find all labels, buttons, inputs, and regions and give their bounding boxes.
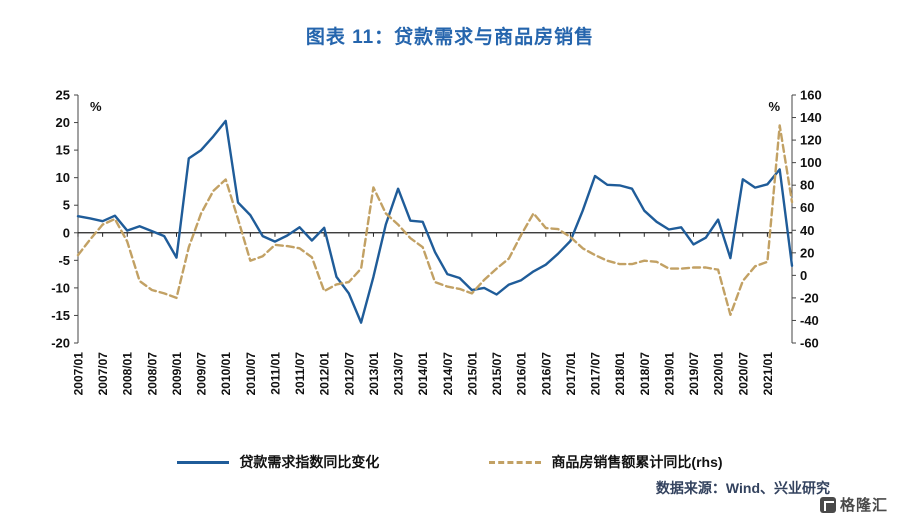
- right-tick-label: 60: [800, 200, 814, 215]
- left-tick-label: 0: [63, 225, 70, 240]
- x-tick-label: 2016/01: [515, 352, 529, 396]
- left-tick-label: 20: [56, 115, 70, 130]
- x-tick-label: 2008/01: [121, 352, 135, 396]
- gelonghui-logo: 格隆汇: [819, 494, 888, 515]
- series-line-housing-sales: [76, 124, 794, 316]
- x-tick-label: 2010/07: [244, 352, 258, 396]
- right-tick-label: -60: [800, 336, 819, 351]
- legend-item-loan-demand: 贷款需求指数同比变化: [177, 452, 379, 472]
- gelonghui-logo-icon: [819, 496, 836, 513]
- left-tick-label: 10: [56, 170, 70, 185]
- right-axis-unit-label: %: [768, 99, 780, 114]
- x-tick-label: 2012/01: [318, 352, 332, 396]
- x-tick-label: 2008/07: [145, 352, 159, 396]
- right-tick-label: 20: [800, 245, 814, 260]
- right-tick-label: 80: [800, 178, 814, 193]
- left-tick-label: 25: [56, 88, 70, 103]
- right-tick-label: -20: [800, 290, 819, 305]
- x-tick-label: 2016/07: [539, 352, 553, 396]
- x-tick-label: 2015/07: [490, 352, 504, 396]
- x-tick-label: 2011/07: [293, 352, 307, 395]
- right-tick-label: 120: [800, 133, 822, 148]
- x-tick-label: 2021/01: [761, 352, 775, 396]
- left-tick-label: 15: [56, 143, 70, 158]
- x-tick-label: 2020/07: [736, 352, 750, 396]
- data-source-text: 数据来源：Wind、兴业研究: [655, 480, 830, 496]
- chart-canvas: 25 20 15 10 5 0 -5 -10 -15 -20 160 140 120 100 80 60 40 2…: [51, 88, 822, 396]
- x-tick-label: 2013/01: [367, 352, 381, 396]
- chart-title: 图表 11：贷款需求与商品房销售: [305, 27, 595, 48]
- x-tick-label: 2017/01: [564, 352, 578, 396]
- right-tick-label: -40: [800, 313, 819, 328]
- series-line-loan-demand: [76, 119, 794, 324]
- x-tick-label: 2007/07: [96, 352, 110, 396]
- x-tick-label: 2012/07: [342, 352, 356, 396]
- right-tick-label: 140: [800, 110, 822, 125]
- left-tick-label: -10: [51, 280, 70, 295]
- left-tick-label: 5: [63, 198, 70, 213]
- left-tick-label: -15: [51, 308, 70, 323]
- x-tick-label: 2017/07: [589, 352, 603, 396]
- x-tick-label: 2014/07: [441, 352, 455, 396]
- x-tick-label: 2011/01: [268, 352, 282, 395]
- legend-label-loan-demand: 贷款需求指数同比变化: [239, 454, 380, 470]
- x-tick-label: 2015/01: [465, 352, 479, 396]
- x-tick-label: 2014/01: [416, 352, 430, 396]
- right-tick-label: 160: [800, 88, 822, 103]
- right-tick-label: 0: [800, 268, 807, 283]
- x-tick-label: 2007/01: [72, 352, 86, 396]
- right-tick-label: 40: [800, 223, 814, 238]
- legend-dashed-line-icon: [489, 460, 542, 464]
- x-tick-label: 2019/07: [687, 352, 701, 396]
- left-tick-label: -5: [58, 253, 70, 268]
- x-tick-label: 2018/01: [613, 352, 627, 396]
- x-tick-label: 2009/07: [195, 352, 209, 396]
- legend: 贷款需求指数同比变化 商品房销售额累计同比(rhs): [0, 452, 900, 472]
- left-tick-label: -20: [51, 336, 70, 351]
- gelonghui-logo-text: 格隆汇: [839, 497, 888, 514]
- right-tick-label: 100: [800, 155, 822, 170]
- legend-label-housing-sales: 商品房销售额累计同比(rhs): [551, 454, 723, 470]
- x-tick-label: 2010/01: [219, 352, 233, 396]
- x-tick-label: 2009/01: [170, 352, 184, 396]
- x-tick-label: 2013/07: [392, 352, 406, 396]
- legend-item-housing-sales: 商品房销售额累计同比(rhs): [489, 452, 723, 472]
- x-tick-label: 2020/01: [712, 352, 726, 396]
- x-tick-label: 2018/07: [638, 352, 652, 396]
- x-tick-label: 2019/01: [662, 352, 676, 396]
- left-axis-unit-label: %: [90, 99, 102, 114]
- legend-solid-line-icon: [177, 460, 230, 464]
